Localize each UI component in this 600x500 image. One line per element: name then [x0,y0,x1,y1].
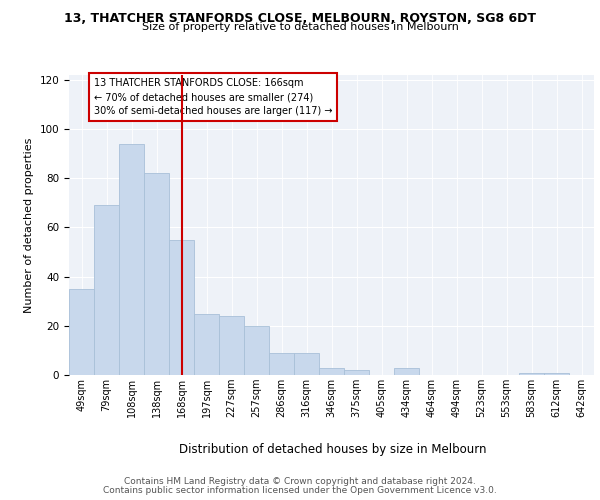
Bar [169,240,194,375]
Text: Size of property relative to detached houses in Melbourn: Size of property relative to detached ho… [142,22,458,32]
Bar [244,326,269,375]
Bar [194,314,219,375]
Bar [119,144,144,375]
Bar [319,368,344,375]
Bar [519,372,544,375]
Bar [294,353,319,375]
Bar [394,368,419,375]
Bar [269,353,294,375]
Text: Distribution of detached houses by size in Melbourn: Distribution of detached houses by size … [179,442,487,456]
Bar [544,372,569,375]
Bar [69,289,94,375]
Bar [219,316,244,375]
Text: Contains public sector information licensed under the Open Government Licence v3: Contains public sector information licen… [103,486,497,495]
Y-axis label: Number of detached properties: Number of detached properties [24,138,34,312]
Bar [344,370,369,375]
Text: 13, THATCHER STANFORDS CLOSE, MELBOURN, ROYSTON, SG8 6DT: 13, THATCHER STANFORDS CLOSE, MELBOURN, … [64,12,536,26]
Bar [94,206,119,375]
Bar [144,174,169,375]
Text: Contains HM Land Registry data © Crown copyright and database right 2024.: Contains HM Land Registry data © Crown c… [124,478,476,486]
Text: 13 THATCHER STANFORDS CLOSE: 166sqm
← 70% of detached houses are smaller (274)
3: 13 THATCHER STANFORDS CLOSE: 166sqm ← 70… [94,78,332,116]
